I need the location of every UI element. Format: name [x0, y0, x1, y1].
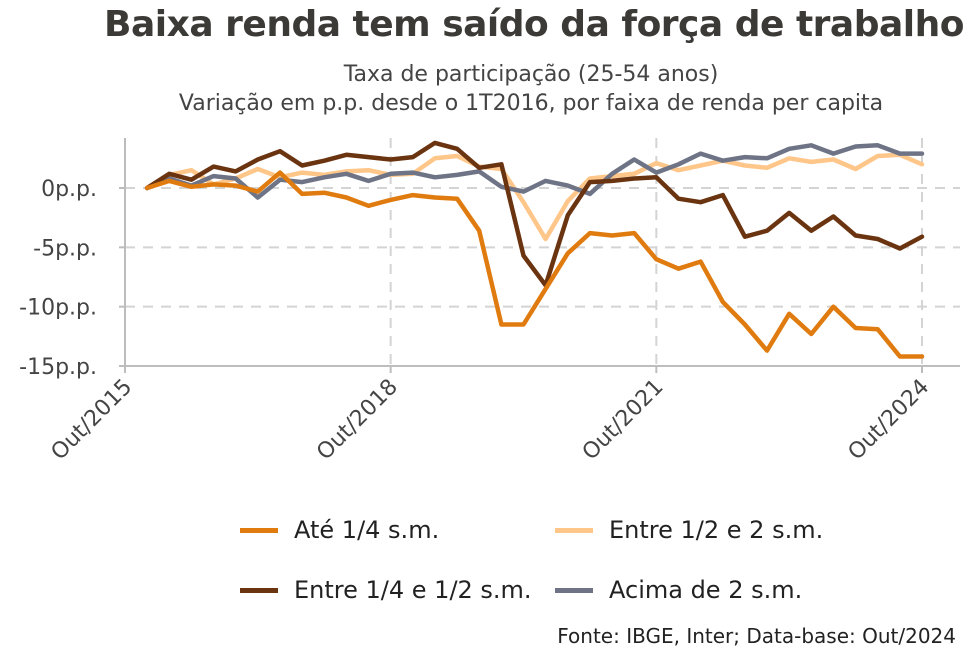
y-tick-label-3: -15p.p.	[19, 355, 97, 380]
axes	[119, 138, 960, 373]
x-tick-label-2: Out/2021	[578, 375, 669, 466]
subtitle-line-2: Variação em p.p. desde o 1T2016, por fai…	[178, 91, 884, 116]
x-tick-label-0: Out/2015	[47, 375, 138, 466]
series-line-0	[144, 170, 925, 359]
series-line-1	[144, 140, 925, 288]
series-line-3	[144, 143, 925, 200]
series-lines	[144, 140, 925, 359]
x-tick-label-3: Out/2024	[844, 375, 935, 466]
y-tick-label-1: -5p.p.	[33, 236, 97, 261]
x-tick-label-1: Out/2018	[312, 375, 403, 466]
y-tick-label-0: 0p.p.	[41, 177, 97, 202]
source-note: Fonte: IBGE, Inter; Data-base: Out/2024	[557, 624, 956, 648]
chart-title: Baixa renda tem saído da força de trabal…	[104, 4, 964, 45]
subtitle-line-1: Taxa de participação (25-54 anos)	[343, 62, 719, 87]
chart-subtitle: Taxa de participação (25-54 anos) Variaç…	[0, 60, 974, 118]
y-tick-label-2: -10p.p.	[19, 296, 97, 321]
